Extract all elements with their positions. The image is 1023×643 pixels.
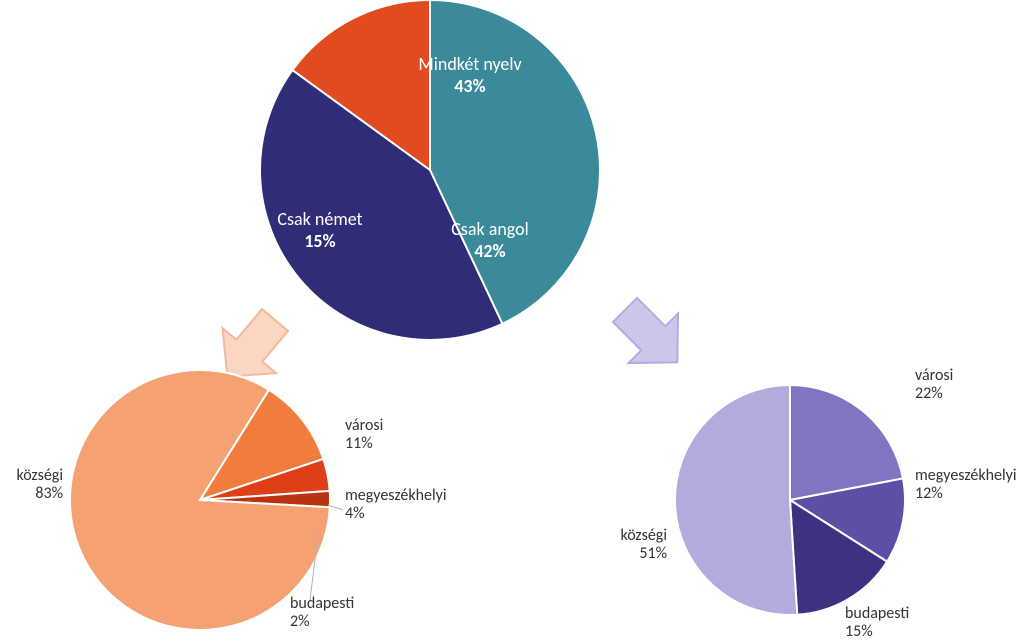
arrow-right bbox=[600, 285, 702, 387]
left-pie bbox=[70, 370, 330, 630]
right-pie-slice-kozsegi bbox=[675, 385, 797, 615]
left-pie-label-budapesti: budapesti2% bbox=[290, 594, 354, 631]
right-pie-label-kozsegi: községi51% bbox=[620, 526, 667, 563]
right-pie-label-budapesti: budapesti15% bbox=[845, 604, 909, 641]
language-pie-infographic: Mindkét nyelv43%Csak angol42%Csak német1… bbox=[0, 0, 1023, 643]
left-pie-label-megyeszekhelyi: megyeszékhelyi4% bbox=[345, 486, 447, 523]
right-pie-label-varosi: városi22% bbox=[915, 366, 953, 403]
left-pie-label-kozsegi: községi83% bbox=[16, 466, 63, 503]
right-pie bbox=[675, 385, 905, 615]
main-pie: Mindkét nyelv43%Csak angol42%Csak német1… bbox=[260, 0, 600, 340]
left-pie-label-varosi: városi11% bbox=[345, 416, 383, 453]
right-pie-label-megyeszekhelyi: megyeszékhelyi12% bbox=[915, 466, 1017, 503]
